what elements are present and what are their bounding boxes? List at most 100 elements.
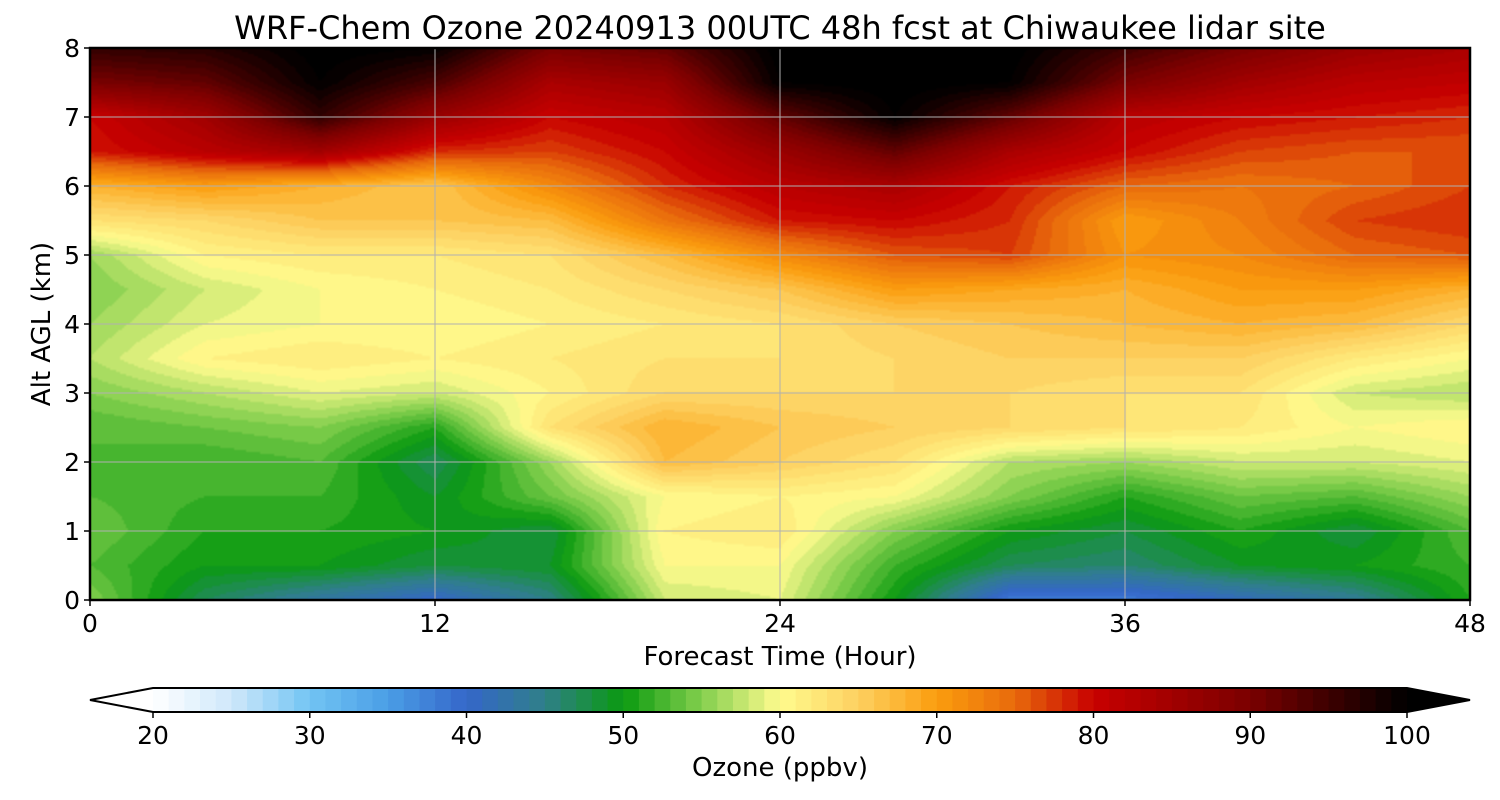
colorbar-segment (529, 688, 546, 712)
colorbar-segment (921, 688, 938, 712)
colorbar-segment (764, 688, 781, 712)
colorbar-segment (1077, 688, 1095, 712)
colorbar-segment (388, 688, 405, 712)
colorbar-tick-label: 60 (764, 721, 796, 750)
colorbar-segment (654, 688, 671, 712)
colorbar-label: Ozone (ppbv) (692, 753, 868, 783)
colorbar-tick-label: 40 (451, 721, 483, 750)
colorbar-segment (1203, 688, 1220, 712)
colorbar-segment (513, 688, 530, 712)
y-tick-label: 2 (64, 448, 80, 477)
colorbar: 20 30 40 50 60 70 80 90 100 (89, 687, 1471, 750)
x-tick-label: 36 (1109, 609, 1141, 638)
colorbar-segment (184, 688, 201, 712)
colorbar-segment (936, 688, 954, 712)
colorbar-segment (1156, 688, 1173, 712)
colorbar-segment (200, 688, 217, 712)
colorbar-segment (1171, 688, 1189, 712)
colorbar-tick-label: 20 (137, 721, 169, 750)
colorbar-tick-label: 100 (1383, 721, 1431, 750)
colorbar-segment (1281, 688, 1298, 712)
colorbar-tick-label: 80 (1078, 721, 1110, 750)
colorbar-segment (482, 688, 499, 712)
colorbar-segment (607, 688, 624, 712)
colorbar-segment (889, 688, 906, 712)
y-tick-label: 0 (64, 586, 80, 615)
colorbar-segment (231, 688, 248, 712)
colorbar-segment (278, 688, 295, 712)
x-axis-label: Forecast Time (Hour) (643, 642, 916, 672)
colorbar-segment (341, 688, 358, 712)
y-tick-label: 7 (64, 103, 80, 132)
x-tick-label: 24 (764, 609, 796, 638)
y-tick-label: 3 (64, 379, 80, 408)
y-tick-label: 1 (64, 517, 80, 546)
colorbar-segment (591, 688, 609, 712)
x-tick-label: 0 (82, 609, 98, 638)
colorbar-segment (419, 688, 436, 712)
colorbar-segment (247, 688, 264, 712)
colorbar-segment (450, 688, 468, 712)
colorbar-segment (701, 688, 718, 712)
y-tick-label: 5 (64, 241, 80, 270)
colorbar-segment (1391, 688, 1408, 712)
colorbar-segment (1124, 688, 1142, 712)
chart-title: WRF-Chem Ozone 20240913 00UTC 48h fcst a… (234, 9, 1326, 47)
colorbar-segment (1046, 688, 1063, 712)
colorbar-segment (811, 688, 828, 712)
colorbar-tick-label: 50 (607, 721, 639, 750)
colorbar-segment (1109, 688, 1126, 712)
colorbar-segment (1265, 688, 1283, 712)
colorbar-tick-label: 90 (1234, 721, 1266, 750)
colorbar-segment (403, 688, 421, 712)
y-tick-label: 6 (64, 172, 80, 201)
colorbar-segment (685, 688, 703, 712)
colorbar-segment (1015, 688, 1032, 712)
colorbar-tick-label: 30 (294, 721, 326, 750)
colorbar-segment (215, 688, 232, 712)
colorbar-segment (153, 688, 170, 712)
colorbar-segment (1328, 688, 1345, 712)
x-axis: 0 12 24 36 48 (82, 600, 1486, 638)
colorbar-segment (1218, 688, 1236, 712)
colorbar-extend-max (1407, 688, 1470, 712)
colorbar-segment (497, 688, 515, 712)
colorbar-segment (435, 688, 452, 712)
colorbar-segment (874, 688, 891, 712)
colorbar-segment (309, 688, 327, 712)
y-axis: 0 1 2 3 4 5 6 7 8 (64, 34, 90, 615)
colorbar-segment (294, 688, 311, 712)
colorbar-segment (952, 688, 969, 712)
colorbar-segment (670, 688, 687, 712)
colorbar-segment (780, 688, 797, 712)
colorbar-segment (1375, 688, 1392, 712)
colorbar-segment (827, 688, 844, 712)
colorbar-segment (983, 688, 1001, 712)
colorbar-segment (356, 688, 374, 712)
colorbar-segment (1234, 688, 1251, 712)
colorbar-segment (262, 688, 279, 712)
colorbar-segment (1250, 688, 1267, 712)
colorbar-segment (560, 688, 577, 712)
x-tick-label: 48 (1454, 609, 1486, 638)
colorbar-segment (1297, 688, 1314, 712)
grid-lines (90, 48, 1470, 600)
colorbar-segment (842, 688, 859, 712)
colorbar-segment (576, 688, 593, 712)
colorbar-segment (795, 688, 812, 712)
colorbar-segment (1344, 688, 1361, 712)
colorbar-segment (1062, 688, 1079, 712)
colorbar-segment (544, 688, 562, 712)
colorbar-extend-min (90, 688, 153, 712)
colorbar-segment (905, 688, 922, 712)
colorbar-segment (968, 688, 985, 712)
colorbar-segment (623, 688, 640, 712)
colorbar-segment (372, 688, 389, 712)
x-tick-label: 12 (419, 609, 451, 638)
colorbar-segment (1187, 688, 1204, 712)
y-tick-label: 4 (64, 310, 80, 339)
colorbar-segment (168, 688, 185, 712)
colorbar-segment (999, 688, 1016, 712)
colorbar-segment (638, 688, 656, 712)
